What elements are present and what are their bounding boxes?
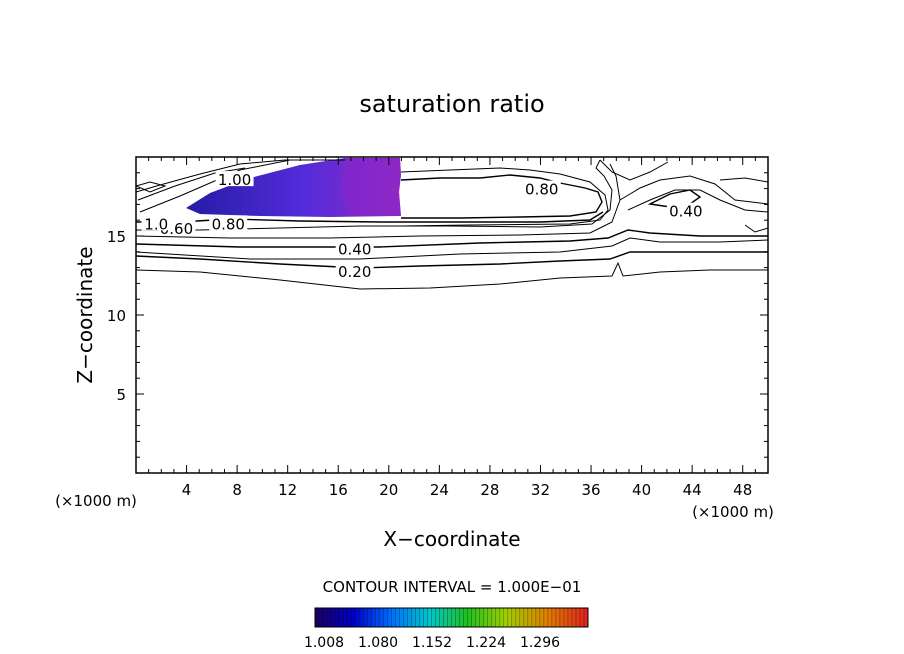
contour-label-bg	[335, 240, 374, 256]
colorbar-tick-label: 1.224	[466, 635, 506, 651]
colorbar-tick-label: 1.008	[304, 635, 344, 651]
y-tick-label: 10	[107, 307, 126, 325]
contour-line	[136, 163, 621, 239]
contour-label-bg	[215, 171, 254, 187]
x-tick-label: 36	[581, 481, 600, 499]
contour-line	[137, 167, 246, 201]
x-tick-label: 24	[430, 481, 449, 499]
chart-title: saturation ratio	[359, 90, 544, 118]
contour-line	[719, 177, 768, 183]
x-tick-label: 44	[683, 481, 702, 499]
contour-label: 0.80	[525, 181, 558, 199]
contour-label-bg	[335, 262, 374, 278]
contour-label: 0.40	[669, 203, 702, 221]
x-tick-label: 28	[480, 481, 499, 499]
contour-label-bg	[666, 202, 705, 218]
colorbar-stripes	[318, 608, 585, 627]
contour-label-bg	[141, 215, 171, 231]
colorbar-tick-label: 1.296	[520, 635, 560, 651]
x-tick-label: 48	[733, 481, 752, 499]
contour-label-bg	[522, 180, 561, 196]
y-axis-label: Z−coordinate	[73, 246, 97, 383]
x-tick-label: 4	[182, 481, 192, 499]
x-tick-label: 12	[278, 481, 297, 499]
contour-line	[136, 229, 768, 248]
supersaturation-fill-core	[340, 158, 401, 216]
colorbar-tick-labels: 1.008 1.080 1.152 1.224 1.296	[304, 635, 560, 651]
x-tick-label: 40	[632, 481, 651, 499]
x-unit-left: (×1000 m)	[55, 492, 137, 510]
contour-line	[136, 261, 768, 290]
contour-line	[136, 159, 613, 231]
contour-line	[744, 224, 768, 233]
contour-line	[400, 167, 609, 227]
contour-label: 1.00	[218, 171, 251, 189]
contour-line	[136, 237, 768, 260]
contour-label-bg	[209, 215, 248, 231]
contour-line	[136, 211, 604, 223]
contour-line	[619, 175, 768, 205]
contour-line	[627, 189, 768, 213]
x-tick-label: 32	[531, 481, 550, 499]
y-tick-label: 15	[107, 228, 126, 246]
x-tick-label: 20	[379, 481, 398, 499]
x-unit-right: (×1000 m)	[692, 503, 774, 521]
contour-label: 0.20	[338, 263, 371, 281]
contour-interval-label: CONTOUR INTERVAL = 1.000E−01	[323, 578, 582, 596]
axis-ticks	[136, 157, 768, 473]
colorbar-tick-label: 1.080	[358, 635, 398, 651]
y-tick-label: 5	[116, 386, 126, 404]
contour-line	[136, 251, 768, 269]
colorbar	[314, 607, 589, 628]
contour-line	[136, 181, 167, 193]
contour-line	[139, 159, 291, 213]
contour-labels: 1.000.800.800.601.00.400.200.40	[141, 171, 705, 281]
contour-label: 1.0	[144, 215, 168, 233]
colorbar-tick-label: 1.152	[412, 635, 452, 651]
contour-label: 0.80	[212, 215, 245, 233]
contour-line	[599, 159, 669, 181]
x-axis-label: X−coordinate	[383, 527, 520, 551]
plot-area	[136, 158, 768, 290]
contour-line	[400, 174, 603, 219]
contour-label: 0.40	[338, 241, 371, 259]
x-tick-label: 16	[329, 481, 348, 499]
x-tick-label: 8	[232, 481, 242, 499]
